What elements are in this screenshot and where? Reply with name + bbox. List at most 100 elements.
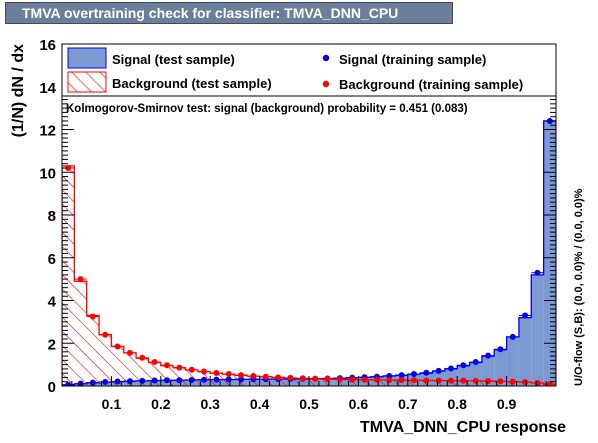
legend-background-test-label: Background (test sample) <box>112 76 272 91</box>
signal-test-bar <box>469 362 482 386</box>
signal-train-point <box>522 312 529 319</box>
y-tick-label: 12 <box>39 123 56 140</box>
signal-train-point <box>188 377 195 384</box>
chart-title: TMVA overtraining check for classifier: … <box>5 2 453 24</box>
background-train-point <box>324 375 331 382</box>
background-train-point <box>410 377 417 384</box>
background-test-bar <box>321 379 334 386</box>
y-tick-label: 16 <box>39 37 56 54</box>
signal-train-point <box>176 377 183 384</box>
plot-frame-bg <box>62 44 556 386</box>
background-test-bar <box>86 315 100 386</box>
background-train-point <box>77 276 84 283</box>
y-tick-label: 4 <box>48 294 57 311</box>
signal-train-point <box>102 378 109 385</box>
signal-test-bar <box>543 120 556 386</box>
legend-signal-test-swatch <box>67 47 107 69</box>
legend-background-test-swatch <box>67 71 107 93</box>
background-train-point <box>176 364 183 371</box>
background-test-bar <box>346 379 359 386</box>
background-train-point <box>151 359 158 366</box>
background-train-point <box>485 378 492 385</box>
background-train-point <box>472 377 479 384</box>
background-test-bar <box>160 365 174 386</box>
legend-signal-train-label: Signal (training sample) <box>339 52 486 67</box>
background-test-bar <box>284 378 297 386</box>
x-tick-label: 0.6 <box>349 396 369 412</box>
signal-train-point <box>546 117 553 124</box>
background-train-point <box>460 377 467 384</box>
signal-train-point <box>410 371 417 378</box>
x-tick-label: 0.8 <box>447 396 467 412</box>
background-train-point <box>225 371 232 378</box>
signal-train-point <box>114 378 121 385</box>
legend-box <box>61 43 557 97</box>
x-tick-label: 0.2 <box>151 396 171 412</box>
signal-test-bar <box>518 317 532 386</box>
background-test-bar <box>62 165 75 386</box>
background-train-point <box>509 378 516 385</box>
background-train-point <box>497 378 504 385</box>
legend-background-train: Background (training sample) <box>322 77 523 92</box>
signal-train-point <box>435 367 442 374</box>
y-tick-label: 8 <box>48 208 56 225</box>
background-test-bar <box>123 352 137 386</box>
background-train-point <box>534 380 541 386</box>
background-train-point <box>126 349 133 356</box>
background-train-point <box>188 366 195 373</box>
background-test-bar <box>111 346 124 386</box>
x-tick-label: 0.7 <box>398 396 418 412</box>
y-tick-label: 0 <box>48 379 56 396</box>
y-axis-label: (1/N) dN / dx <box>10 44 27 137</box>
signal-train-point <box>534 269 541 276</box>
signal-train-point <box>139 377 146 384</box>
background-train-point <box>163 362 170 369</box>
background-test-bar <box>173 367 186 386</box>
background-train-point <box>238 372 245 379</box>
background-train-point <box>312 375 319 382</box>
background-test-bar <box>99 334 112 386</box>
background-test-bar <box>358 379 371 386</box>
signal-train-point <box>472 359 479 366</box>
background-train-point <box>287 374 294 381</box>
ks-test-text: Kolmogorov-Smirnov test: signal (backgro… <box>66 103 468 115</box>
signal-test-bar <box>506 336 519 386</box>
signal-train-point <box>423 369 430 376</box>
background-train-point <box>65 164 72 171</box>
signal-train-point <box>163 377 170 384</box>
background-test-bar <box>309 378 322 386</box>
signal-train-point <box>151 377 158 384</box>
background-train-point <box>201 368 208 375</box>
signal-train-point <box>201 376 208 383</box>
signal-train-point <box>213 376 220 383</box>
background-test-bar <box>136 358 149 386</box>
background-train-point <box>114 343 121 350</box>
signal-test-bar <box>531 274 544 386</box>
overflow-label: U/O-flow (S,B): (0.0, 0.0)% / (0.0, 0.0)… <box>573 188 585 386</box>
background-train-point <box>373 376 380 383</box>
x-axis: 0.1 0.2 0.3 0.4 0.5 0.6 0.7 0.8 0.9 <box>61 44 557 412</box>
background-test-bar <box>395 380 408 386</box>
background-train-point <box>349 376 356 383</box>
signal-train-point <box>485 352 492 359</box>
signal-train-point <box>509 333 516 340</box>
y-tick-label: 6 <box>48 251 56 268</box>
background-train-point <box>435 377 442 384</box>
background-train-point <box>386 377 393 384</box>
background-test-bar <box>296 378 309 386</box>
background-train-point <box>275 374 282 381</box>
background-train-point <box>102 331 109 338</box>
background-train-point <box>336 376 343 383</box>
signal-train-point <box>497 346 504 353</box>
background-test-bar <box>333 379 347 386</box>
signal-train-point <box>398 372 405 379</box>
signal-train-point <box>126 378 133 385</box>
signal-train-point <box>65 381 72 386</box>
signal-train-point <box>448 365 455 372</box>
y-tick-label: 10 <box>39 165 56 182</box>
background-train-point <box>361 376 368 383</box>
background-train-point <box>213 369 220 376</box>
background-train-point <box>299 375 306 382</box>
y-tick-label: 2 <box>48 336 56 353</box>
